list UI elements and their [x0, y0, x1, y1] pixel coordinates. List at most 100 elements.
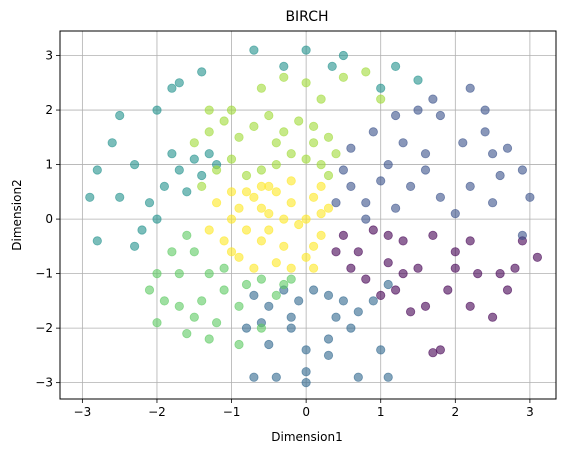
x-tick-label: 1 — [377, 405, 385, 419]
scatter-point — [480, 105, 490, 115]
scatter-point — [323, 132, 334, 142]
scatter-point — [286, 198, 296, 208]
scatter-point — [316, 209, 326, 219]
scatter-point — [226, 214, 237, 224]
scatter-point — [144, 198, 155, 208]
scatter-point — [234, 339, 244, 350]
scatter-point — [487, 312, 498, 322]
scatter-point — [174, 268, 184, 279]
y-tick-label: −2 — [35, 321, 53, 335]
scatter-point — [130, 241, 140, 251]
scatter-point — [398, 236, 408, 246]
scatter-point — [271, 290, 281, 300]
scatter-point — [376, 345, 386, 355]
scatter-point — [473, 268, 483, 279]
scatter-point — [420, 149, 431, 159]
scatter-point — [249, 45, 259, 55]
scatter-point — [219, 285, 229, 295]
scatter-point — [323, 170, 334, 181]
scatter-point — [264, 209, 274, 219]
scatter-point — [152, 318, 162, 328]
scatter-point — [234, 252, 244, 262]
scatter-point — [204, 268, 214, 279]
x-tick-label: 0 — [302, 405, 310, 419]
scatter-point — [323, 350, 334, 360]
scatter-point — [189, 154, 199, 164]
scatter-point — [204, 149, 214, 159]
scatter-point — [361, 198, 371, 208]
scatter-point — [383, 258, 393, 268]
scatter-point — [241, 279, 252, 290]
scatter-point — [174, 301, 184, 311]
scatter-point — [308, 285, 319, 295]
x-tick-label: −1 — [223, 405, 241, 419]
scatter-point — [204, 127, 214, 137]
scatter-point — [390, 61, 401, 72]
scatter-point — [413, 105, 423, 115]
scatter-point — [301, 154, 311, 164]
scatter-point — [264, 301, 274, 311]
scatter-point — [361, 67, 371, 77]
scatter-point — [130, 160, 140, 170]
scatter-point — [241, 170, 252, 181]
scatter-point — [301, 345, 311, 355]
scatter-point — [331, 247, 341, 257]
scatter-point — [174, 165, 184, 175]
scatter-point — [279, 72, 289, 82]
scatter-point — [346, 181, 356, 191]
scatter-point — [495, 268, 505, 279]
scatter-point — [480, 127, 490, 137]
scatter-point — [279, 279, 289, 290]
scatter-point — [226, 154, 237, 164]
scatter-point — [465, 83, 475, 93]
scatter-point — [144, 285, 155, 295]
scatter-point — [323, 334, 334, 344]
scatter-point — [390, 203, 401, 213]
scatter-point — [182, 328, 192, 339]
scatter-point — [264, 339, 274, 350]
scatter-point — [308, 121, 319, 132]
y-tick-label: 2 — [45, 103, 53, 117]
scatter-point — [219, 116, 229, 126]
scatter-point — [159, 181, 169, 191]
y-axis-title: Dimension2 — [10, 179, 24, 250]
scatter-point — [212, 198, 222, 208]
scatter-point — [420, 301, 431, 311]
scatter-point — [115, 110, 125, 121]
scatter-point — [219, 236, 229, 246]
scatter-point — [338, 165, 348, 175]
scatter-point — [197, 170, 207, 181]
scatter-point — [234, 132, 244, 142]
scatter-point — [256, 203, 266, 213]
scatter-point — [226, 247, 237, 257]
x-tick-label: 2 — [451, 405, 459, 419]
scatter-point — [249, 121, 259, 132]
scatter-point — [174, 78, 184, 88]
scatter-point — [331, 149, 341, 159]
scatter-point — [301, 367, 311, 377]
scatter-point — [368, 296, 378, 306]
scatter-point — [308, 263, 319, 273]
scatter-point — [376, 94, 386, 104]
y-tick-label: 1 — [45, 158, 53, 172]
scatter-point — [316, 94, 326, 104]
scatter-point — [249, 372, 259, 382]
scatter-point — [271, 138, 281, 148]
scatter-point — [338, 230, 348, 240]
scatter-point — [435, 110, 445, 121]
scatter-point — [256, 274, 266, 284]
scatter-point — [428, 94, 438, 104]
scatter-point — [353, 372, 363, 382]
y-tick-label: −1 — [35, 267, 53, 281]
scatter-point — [204, 334, 214, 344]
scatter-point — [249, 263, 259, 273]
scatter-point — [361, 274, 371, 284]
scatter-point — [361, 214, 371, 224]
scatter-point — [383, 230, 393, 240]
scatter-point — [338, 72, 348, 82]
scatter-point — [279, 127, 289, 137]
scatter-point — [256, 323, 266, 333]
scatter-point — [301, 45, 311, 55]
scatter-point — [115, 192, 125, 202]
